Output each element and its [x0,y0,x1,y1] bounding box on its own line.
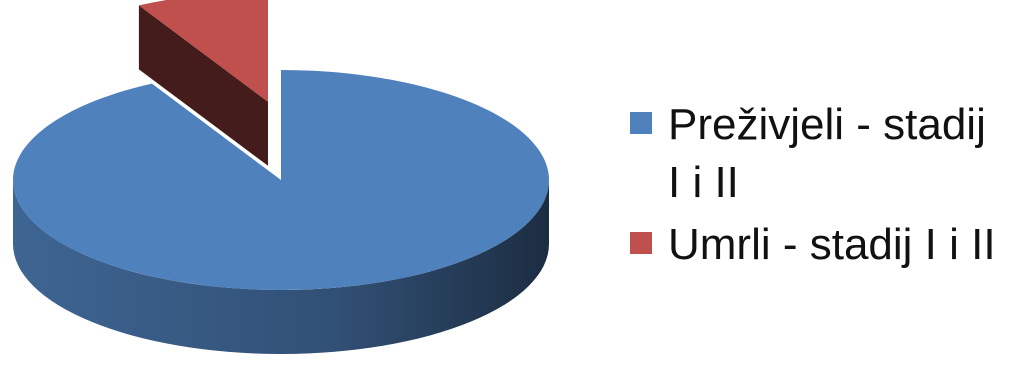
legend-item-deceased: Umrli - stadij I i II [630,216,1005,274]
legend-item-surviving: Preživjeli - stadij I i II [630,96,1005,212]
legend-swatch-surviving [630,112,652,134]
legend-label-deceased: Umrli - stadij I i II [668,220,996,269]
legend: Preživjeli - stadij I i II Umrli - stadi… [630,96,1005,274]
legend-label-surviving: Preživjeli - stadij I i II [668,100,986,207]
pie-slice-deceased [138,0,269,102]
pie-side-surviving [13,180,549,354]
pie-side-deceased [138,5,269,166]
pie-slice-surviving [12,70,549,290]
pie-sides [13,5,549,354]
pie-chart [12,0,549,354]
pie-tops [12,0,549,290]
legend-swatch-deceased [630,232,652,254]
